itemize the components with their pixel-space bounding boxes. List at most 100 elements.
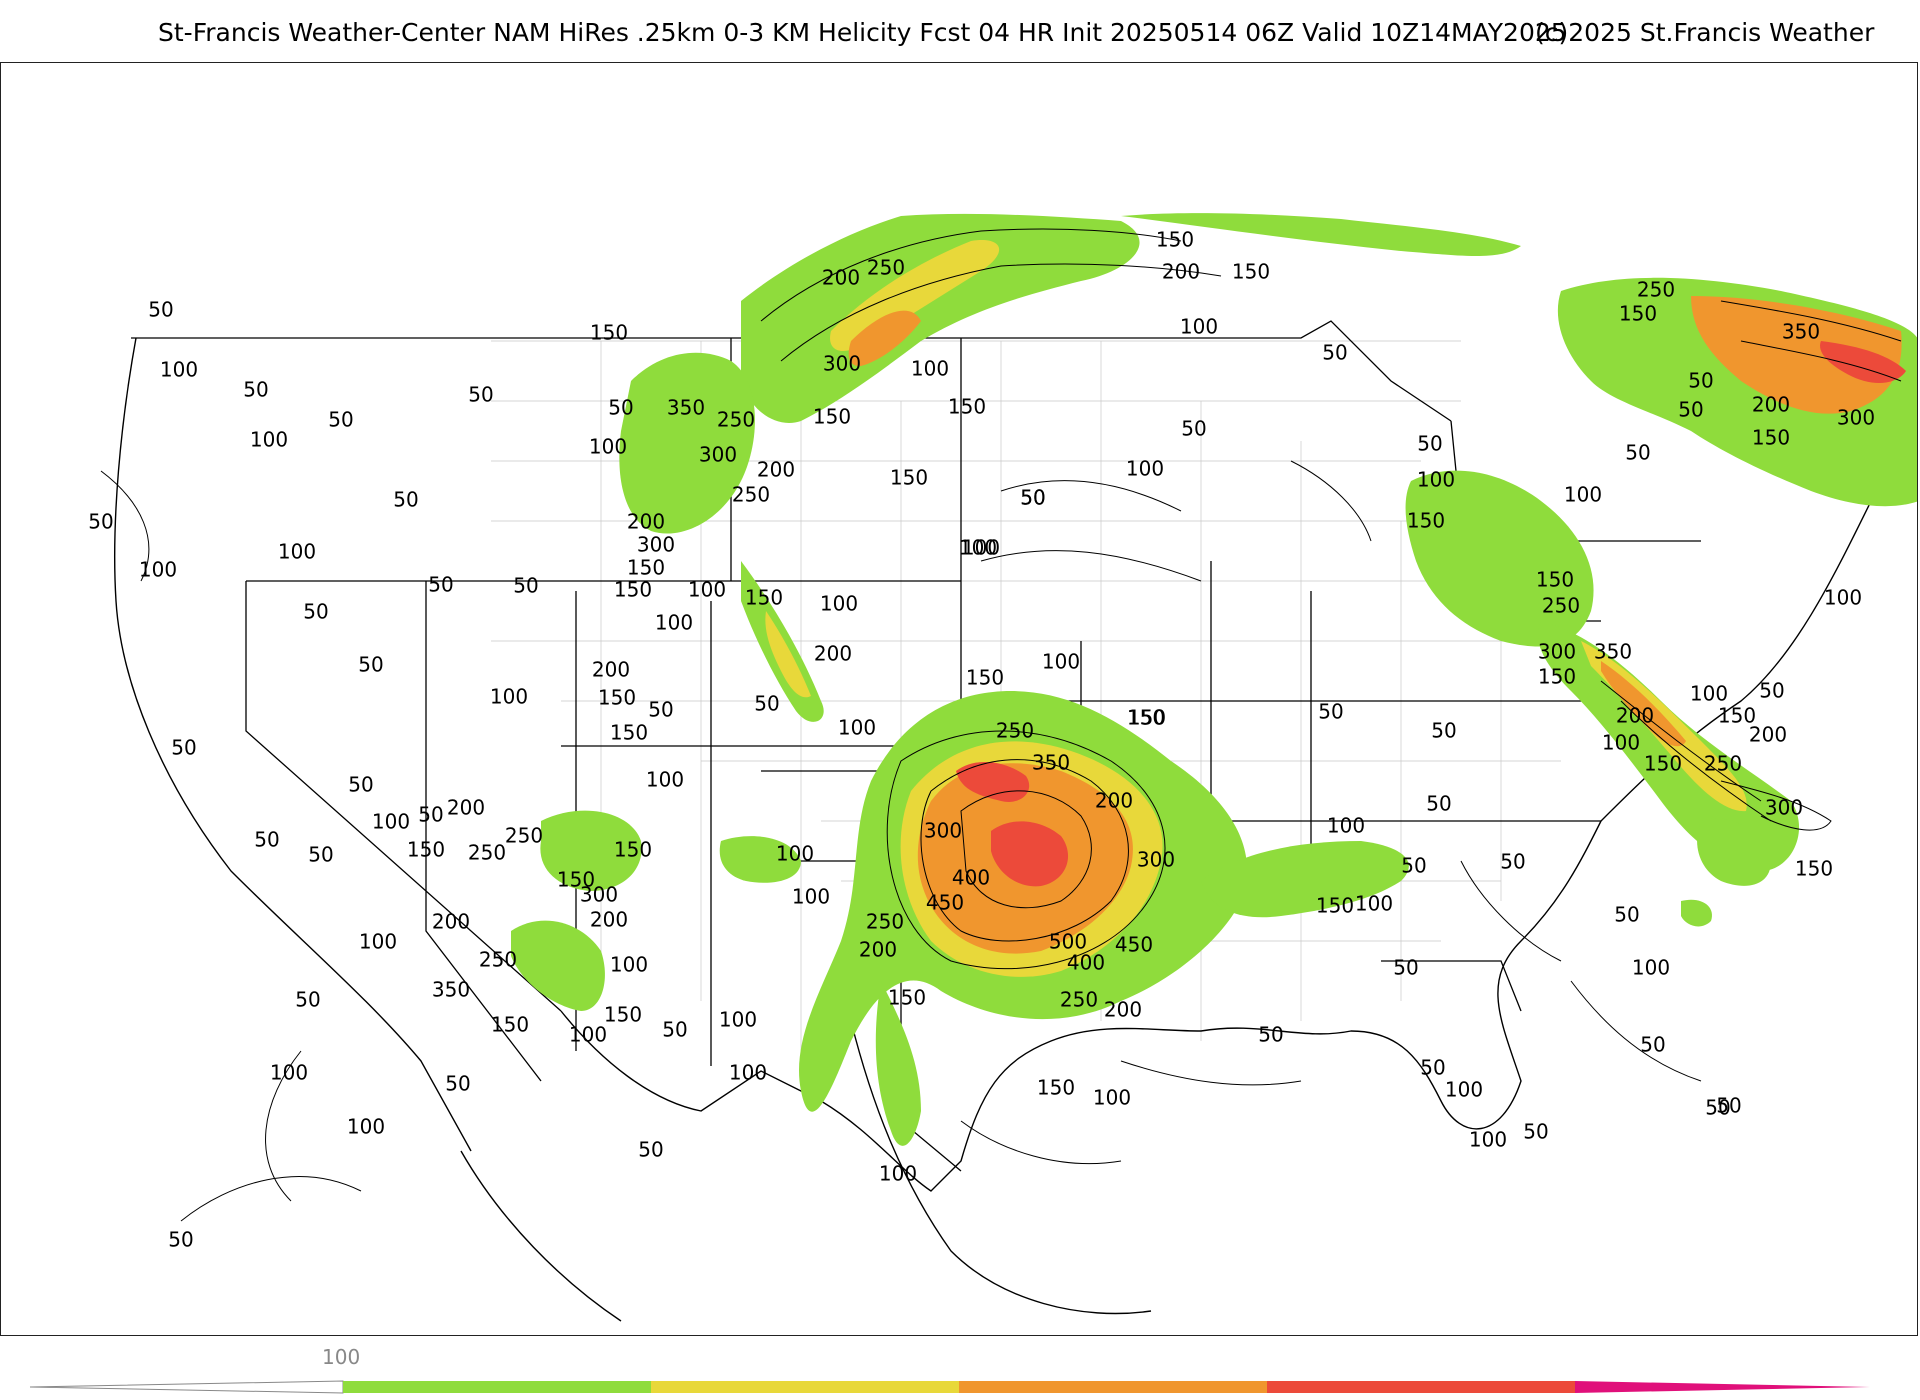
contour-label: 100 [569,1023,607,1047]
contour-label: 50 [88,510,113,534]
fill-new-mexico [719,836,801,883]
contour-label: 250 [866,910,904,934]
contour-label: 100 [359,930,397,954]
contour-label: 100 [776,842,814,866]
contour-label: 150 [745,586,783,610]
contour-label: 150 [1316,894,1354,918]
contour-label: 250 [1704,752,1742,776]
contour-label: 150 [614,838,652,862]
contour-label: 100 [838,716,876,740]
contour-label: 50 [638,1138,663,1162]
contour-label: 100 [729,1061,767,1085]
contour-label: 150 [627,556,665,580]
contour-label: 300 [699,443,737,467]
colorbar-end-wedge [1575,1381,1870,1393]
contour-label: 100 [911,357,949,381]
contour-label: 150 [1156,228,1194,252]
fill-front-range-yellow [765,611,811,698]
contour-label: 50 [1258,1023,1283,1047]
fill-quebec-orange [1691,296,1902,414]
contour-label: 100 [646,768,684,792]
contour-label: 150 [590,321,628,345]
contour-label: 100 [372,810,410,834]
contour-label: 450 [926,891,964,915]
contour-label: 250 [1542,594,1580,618]
contour-label: 200 [859,938,897,962]
contour-label: 300 [1538,640,1576,664]
contour-label: 150 [1795,857,1833,881]
fill-canada-band [1121,213,1521,256]
contour-label: 150 [1718,704,1756,728]
contour-label: 150 [1127,706,1165,730]
map-title: St-Francis Weather-Center NAM HiRes .25k… [158,18,1567,47]
contour-label: 200 [757,458,795,482]
contour-label: 200 [1162,260,1200,284]
contour-label: 200 [814,642,852,666]
colorbar-segment-4 [1267,1381,1575,1393]
contour-label: 150 [890,466,928,490]
contour-label: 100 [270,1061,308,1085]
contour-label: 50 [1688,369,1713,393]
contour-label: 100 [959,536,997,560]
contour-label: 50 [1401,854,1426,878]
contour-label: 50 [348,773,373,797]
contour-label: 200 [1095,789,1133,813]
contour-label: 300 [823,352,861,376]
contour-label: 300 [924,819,962,843]
contour-label: 250 [717,408,755,432]
fill-ohio-valley [1201,841,1409,918]
contour-label: 100 [688,578,726,602]
contour-label: 300 [1765,796,1803,820]
contour-label: 100 [139,558,177,582]
contour-label: 50 [358,653,383,677]
contour-label: 50 [1020,486,1045,510]
contour-label: 50 [1393,956,1418,980]
contour-label: 100 [1180,315,1218,339]
contour-label: 50 [1614,903,1639,927]
contour-label: 50 [1759,679,1784,703]
contour-label: 100 [655,611,693,635]
contour-label: 150 [1037,1076,1075,1100]
contour-label: 100 [1602,731,1640,755]
contour-label: 50 [254,828,279,852]
contour-label: 50 [1318,700,1343,724]
contour-label: 50 [1640,1033,1665,1057]
fill-gulf-coast [1681,899,1712,927]
contour-lines [100,228,1902,1222]
fill-great-lakes [1405,470,1594,647]
contour-label: 150 [888,986,926,1010]
contour-label: 50 [393,488,418,512]
contour-label: 50 [445,1072,470,1096]
helicity-map: 50 100 50 50 100 50 50 100 100 50 50 50 50 50 100 50 50 1… [0,62,1918,1336]
contour-label: 150 [966,666,1004,690]
contour-label: 50 [1420,1056,1445,1080]
contour-label: 50 [328,408,353,432]
contour-label: 100 [820,592,858,616]
contour-label: 250 [479,948,517,972]
contour-label: 50 [308,843,333,867]
contour-label: 150 [1538,665,1576,689]
contour-label: 250 [732,483,770,507]
contour-label: 100 [160,358,198,382]
contour-label: 50 [295,988,320,1012]
contour-label: 250 [996,719,1034,743]
contour-label: 50 [1500,850,1525,874]
fill-dakota-orange [848,310,921,367]
contour-label: 100 [1093,1086,1131,1110]
contour-label: 150 [1232,260,1270,284]
contour-label: 100 [1824,586,1862,610]
contour-label: 100 [1126,457,1164,481]
contour-label: 200 [1749,723,1787,747]
contour-label: 150 [604,1003,642,1027]
contour-label: 250 [1060,988,1098,1012]
contour-label: 200 [1104,998,1142,1022]
contour-label: 50 [171,736,196,760]
contour-label: 50 [1417,432,1442,456]
contour-label: 50 [1431,719,1456,743]
colorbar-segment-1 [343,1381,651,1393]
contour-label: 100 [1690,682,1728,706]
contour-label: 50 [608,396,633,420]
contour-label: 300 [1837,406,1875,430]
contour-label: 150 [948,395,986,419]
colorbar [29,1380,1870,1394]
